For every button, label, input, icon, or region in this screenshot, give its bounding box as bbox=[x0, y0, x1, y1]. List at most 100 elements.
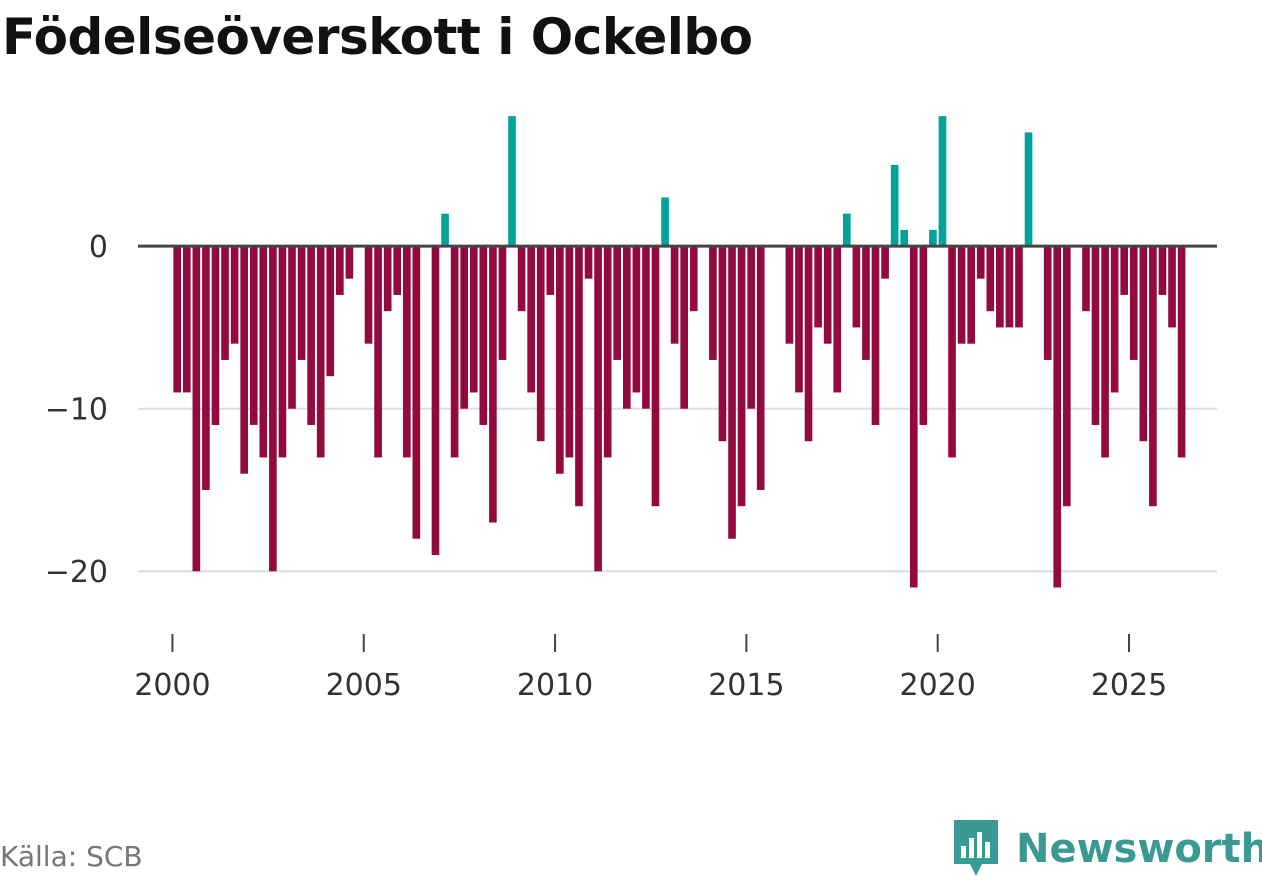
bar bbox=[269, 246, 277, 572]
bar bbox=[852, 246, 861, 328]
bar bbox=[929, 229, 937, 247]
bar bbox=[211, 246, 220, 425]
bar bbox=[498, 246, 507, 360]
bar bbox=[909, 246, 918, 588]
x-tick-label: 2025 bbox=[1091, 668, 1167, 703]
bar bbox=[584, 246, 593, 279]
bar bbox=[1129, 246, 1138, 360]
bar bbox=[469, 246, 478, 393]
bar bbox=[565, 246, 574, 458]
bar bbox=[1024, 132, 1033, 247]
newsworthy-logo-icon bbox=[954, 820, 998, 876]
bar bbox=[575, 246, 583, 507]
bar bbox=[957, 246, 966, 344]
bar bbox=[823, 246, 832, 344]
bar bbox=[632, 246, 641, 393]
bar bbox=[833, 246, 842, 393]
bar bbox=[336, 246, 344, 295]
bar bbox=[651, 246, 660, 507]
bar bbox=[967, 246, 975, 344]
bar bbox=[661, 197, 669, 247]
bar bbox=[288, 246, 296, 409]
bar bbox=[192, 246, 201, 572]
bar bbox=[1043, 246, 1052, 360]
bar bbox=[536, 246, 545, 442]
y-tick-label: −20 bbox=[45, 555, 108, 590]
bar bbox=[393, 246, 402, 295]
bar bbox=[173, 246, 182, 393]
bar bbox=[202, 246, 210, 490]
bar bbox=[890, 164, 899, 247]
bar bbox=[556, 246, 564, 474]
x-tick-label: 2005 bbox=[326, 668, 402, 703]
bar bbox=[996, 246, 1004, 328]
bar bbox=[900, 229, 909, 247]
bar bbox=[316, 246, 325, 458]
bar bbox=[680, 246, 689, 409]
bar bbox=[804, 246, 813, 442]
bar bbox=[527, 246, 535, 393]
bar bbox=[842, 213, 851, 247]
bar bbox=[278, 246, 287, 458]
x-tick-label: 2010 bbox=[517, 668, 593, 703]
bar bbox=[881, 246, 889, 279]
bar bbox=[938, 116, 947, 247]
bar bbox=[795, 246, 803, 393]
x-tick-label: 2000 bbox=[134, 668, 210, 703]
bar bbox=[259, 246, 268, 458]
bar bbox=[182, 246, 191, 393]
bar bbox=[642, 246, 650, 409]
bar bbox=[508, 116, 516, 247]
bar bbox=[450, 246, 459, 458]
bar bbox=[689, 246, 698, 312]
x-tick-label: 2015 bbox=[708, 668, 784, 703]
bar bbox=[441, 213, 449, 247]
bar bbox=[603, 246, 612, 458]
bar bbox=[1149, 246, 1157, 507]
bar bbox=[460, 246, 469, 409]
bar bbox=[948, 246, 956, 458]
x-tick-label: 2020 bbox=[900, 668, 976, 703]
bar bbox=[307, 246, 315, 425]
bar bbox=[489, 246, 497, 523]
bar bbox=[1120, 246, 1129, 295]
bar bbox=[594, 246, 602, 572]
bar bbox=[1168, 246, 1176, 328]
bar bbox=[517, 246, 526, 312]
bar bbox=[326, 246, 335, 377]
bar bbox=[1101, 246, 1109, 458]
bar bbox=[230, 246, 239, 344]
bar bbox=[1091, 246, 1100, 425]
bar bbox=[986, 246, 995, 312]
bar bbox=[374, 246, 382, 458]
bar bbox=[976, 246, 985, 279]
bar bbox=[1158, 246, 1167, 295]
bar bbox=[1062, 246, 1071, 507]
bar bbox=[919, 246, 928, 425]
bar bbox=[747, 246, 755, 409]
brand-logo[interactable]: Newsworthy bbox=[950, 818, 1262, 880]
bar bbox=[622, 246, 631, 409]
bar bbox=[670, 246, 679, 344]
bar bbox=[756, 246, 765, 490]
bar bbox=[613, 246, 622, 360]
bar bbox=[814, 246, 822, 328]
bar bbox=[1110, 246, 1119, 393]
y-tick-label: 0 bbox=[89, 230, 108, 265]
bar bbox=[364, 246, 373, 344]
bar bbox=[785, 246, 794, 344]
bar bbox=[249, 246, 258, 425]
bar bbox=[1177, 246, 1186, 458]
brand-name: Newsworthy bbox=[1016, 826, 1262, 872]
bar bbox=[479, 246, 488, 425]
bar bbox=[862, 246, 870, 360]
bar bbox=[1082, 246, 1090, 312]
bar bbox=[1015, 246, 1023, 328]
bar bbox=[412, 246, 421, 539]
bar bbox=[728, 246, 736, 539]
bar bbox=[240, 246, 248, 474]
y-tick-label: −10 bbox=[45, 393, 108, 428]
bar bbox=[1053, 246, 1062, 588]
chart-title: Födelseöverskott i Ockelbo bbox=[2, 8, 753, 66]
